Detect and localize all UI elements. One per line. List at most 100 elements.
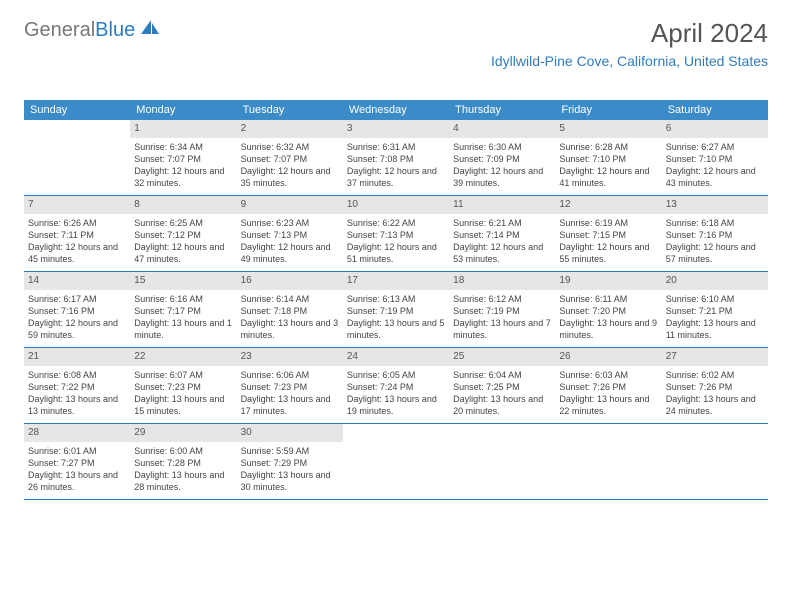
day-number: 20	[662, 272, 768, 290]
sunset-line: Sunset: 7:23 PM	[134, 381, 232, 393]
day-number: 11	[449, 196, 555, 214]
calendar-cell: 26 Sunrise: 6:03 AMSunset: 7:26 PMDayligh…	[555, 348, 661, 423]
day-number: 19	[555, 272, 661, 290]
sunset-line: Sunset: 7:21 PM	[666, 305, 764, 317]
day-number: 25	[449, 348, 555, 366]
week-row: 28Sunrise: 6:01 AMSunset: 7:27 PMDayligh…	[24, 424, 768, 500]
daylight-line: Daylight: 12 hours and 51 minutes.	[347, 241, 445, 265]
daylight-line: Daylight: 13 hours and 15 minutes.	[134, 393, 232, 417]
sunrise-line: Sunrise: 6:13 AM	[347, 293, 445, 305]
sunset-line: Sunset: 7:26 PM	[666, 381, 764, 393]
daylight-line: Daylight: 13 hours and 20 minutes.	[453, 393, 551, 417]
sunset-line: Sunset: 7:15 PM	[559, 229, 657, 241]
day-number: 27	[662, 348, 768, 366]
calendar-cell: 11Sunrise: 6:21 AMSunset: 7:14 PMDayligh…	[449, 196, 555, 271]
sunrise-line: Sunrise: 6:08 AM	[28, 369, 126, 381]
sunrise-line: Sunrise: 6:12 AM	[453, 293, 551, 305]
sunrise-line: Sunrise: 6:26 AM	[28, 217, 126, 229]
daylight-line: Daylight: 12 hours and 45 minutes.	[28, 241, 126, 265]
calendar-cell: 4Sunrise: 6:30 AMSunset: 7:09 PMDaylight…	[449, 120, 555, 195]
sunrise-line: Sunrise: 6:05 AM	[347, 369, 445, 381]
calendar-cell: 28Sunrise: 6:01 AMSunset: 7:27 PMDayligh…	[24, 424, 130, 499]
calendar-cell: 18Sunrise: 6:12 AMSunset: 7:19 PMDayligh…	[449, 272, 555, 347]
calendar-cell: 7Sunrise: 6:26 AMSunset: 7:11 PMDaylight…	[24, 196, 130, 271]
daylight-line: Daylight: 13 hours and 22 minutes.	[559, 393, 657, 417]
daylight-line: Daylight: 12 hours and 32 minutes.	[134, 165, 232, 189]
daylight-line: Daylight: 13 hours and 19 minutes.	[347, 393, 445, 417]
sunset-line: Sunset: 7:16 PM	[28, 305, 126, 317]
sunrise-line: Sunrise: 6:31 AM	[347, 141, 445, 153]
sunrise-line: Sunrise: 6:11 AM	[559, 293, 657, 305]
day-number: 21	[24, 348, 130, 366]
day-number: 10	[343, 196, 449, 214]
week-row: 1Sunrise: 6:34 AMSunset: 7:07 PMDaylight…	[24, 120, 768, 196]
calendar-cell: 10Sunrise: 6:22 AMSunset: 7:13 PMDayligh…	[343, 196, 449, 271]
sunset-line: Sunset: 7:19 PM	[453, 305, 551, 317]
calendar-cell: 12Sunrise: 6:19 AMSunset: 7:15 PMDayligh…	[555, 196, 661, 271]
sunrise-line: Sunrise: 6:04 AM	[453, 369, 551, 381]
sunset-line: Sunset: 7:17 PM	[134, 305, 232, 317]
day-header: Saturday	[662, 100, 768, 120]
daylight-line: Daylight: 13 hours and 1 minute.	[134, 317, 232, 341]
sunset-line: Sunset: 7:27 PM	[28, 457, 126, 469]
day-header: Friday	[555, 100, 661, 120]
day-number: 18	[449, 272, 555, 290]
day-number: 4	[449, 120, 555, 138]
calendar-cell: 13Sunrise: 6:18 AMSunset: 7:16 PMDayligh…	[662, 196, 768, 271]
daylight-line: Daylight: 13 hours and 24 minutes.	[666, 393, 764, 417]
day-number: 15	[130, 272, 236, 290]
sunset-line: Sunset: 7:10 PM	[666, 153, 764, 165]
calendar-cell: 25 Sunrise: 6:04 AMSunset: 7:25 PMDayligh…	[449, 348, 555, 423]
calendar-cell: 21Sunrise: 6:08 AMSunset: 7:22 PMDayligh…	[24, 348, 130, 423]
day-number: 12	[555, 196, 661, 214]
sunrise-line: Sunrise: 6:28 AM	[559, 141, 657, 153]
day-number: 1	[130, 120, 236, 138]
sunset-line: Sunset: 7:14 PM	[453, 229, 551, 241]
day-number: 6	[662, 120, 768, 138]
calendar-cell	[555, 424, 661, 499]
calendar-cell: 8Sunrise: 6:25 AMSunset: 7:12 PMDaylight…	[130, 196, 236, 271]
month-title: April 2024	[491, 18, 768, 49]
sunrise-line: Sunrise: 6:02 AM	[666, 369, 764, 381]
calendar-cell: 5Sunrise: 6:28 AMSunset: 7:10 PMDaylight…	[555, 120, 661, 195]
sunrise-line: Sunrise: 6:03 AM	[559, 369, 657, 381]
sunrise-line: Sunrise: 6:19 AM	[559, 217, 657, 229]
day-number: 26	[555, 348, 661, 366]
calendar-cell: 3Sunrise: 6:31 AMSunset: 7:08 PMDaylight…	[343, 120, 449, 195]
daylight-line: Daylight: 12 hours and 47 minutes.	[134, 241, 232, 265]
sunset-line: Sunset: 7:26 PM	[559, 381, 657, 393]
sunset-line: Sunset: 7:29 PM	[241, 457, 339, 469]
calendar-cell: 16Sunrise: 6:14 AMSunset: 7:18 PMDayligh…	[237, 272, 343, 347]
calendar-cell: 17Sunrise: 6:13 AMSunset: 7:19 PMDayligh…	[343, 272, 449, 347]
week-row: 7Sunrise: 6:26 AMSunset: 7:11 PMDaylight…	[24, 196, 768, 272]
day-number: 22	[130, 348, 236, 366]
weeks-container: 1Sunrise: 6:34 AMSunset: 7:07 PMDaylight…	[24, 120, 768, 500]
day-number: 30	[237, 424, 343, 442]
sunrise-line: Sunrise: 5:59 AM	[241, 445, 339, 457]
sunset-line: Sunset: 7:16 PM	[666, 229, 764, 241]
sunset-line: Sunset: 7:25 PM	[453, 381, 551, 393]
sunset-line: Sunset: 7:09 PM	[453, 153, 551, 165]
day-header: Thursday	[449, 100, 555, 120]
sunrise-line: Sunrise: 6:23 AM	[241, 217, 339, 229]
day-number: 7	[24, 196, 130, 214]
daylight-line: Daylight: 13 hours and 30 minutes.	[241, 469, 339, 493]
location-label: Idyllwild-Pine Cove, California, United …	[491, 53, 768, 69]
day-header: Tuesday	[237, 100, 343, 120]
day-number: 24	[343, 348, 449, 366]
daylight-line: Daylight: 12 hours and 37 minutes.	[347, 165, 445, 189]
calendar-cell: 24Sunrise: 6:05 AMSunset: 7:24 PMDayligh…	[343, 348, 449, 423]
day-headers-row: SundayMondayTuesdayWednesdayThursdayFrid…	[24, 100, 768, 120]
calendar-cell: 19Sunrise: 6:11 AMSunset: 7:20 PMDayligh…	[555, 272, 661, 347]
calendar-cell: 29Sunrise: 6:00 AMSunset: 7:28 PMDayligh…	[130, 424, 236, 499]
day-number: 2	[237, 120, 343, 138]
calendar-cell	[662, 424, 768, 499]
sunrise-line: Sunrise: 6:25 AM	[134, 217, 232, 229]
logo-text-blue: Blue	[95, 19, 135, 42]
page-header: GeneralBlue April 2024 Idyllwild-Pine Co…	[24, 18, 768, 69]
calendar-cell	[343, 424, 449, 499]
day-number: 8	[130, 196, 236, 214]
sunrise-line: Sunrise: 6:17 AM	[28, 293, 126, 305]
day-header: Monday	[130, 100, 236, 120]
calendar-cell: 6Sunrise: 6:27 AMSunset: 7:10 PMDaylight…	[662, 120, 768, 195]
